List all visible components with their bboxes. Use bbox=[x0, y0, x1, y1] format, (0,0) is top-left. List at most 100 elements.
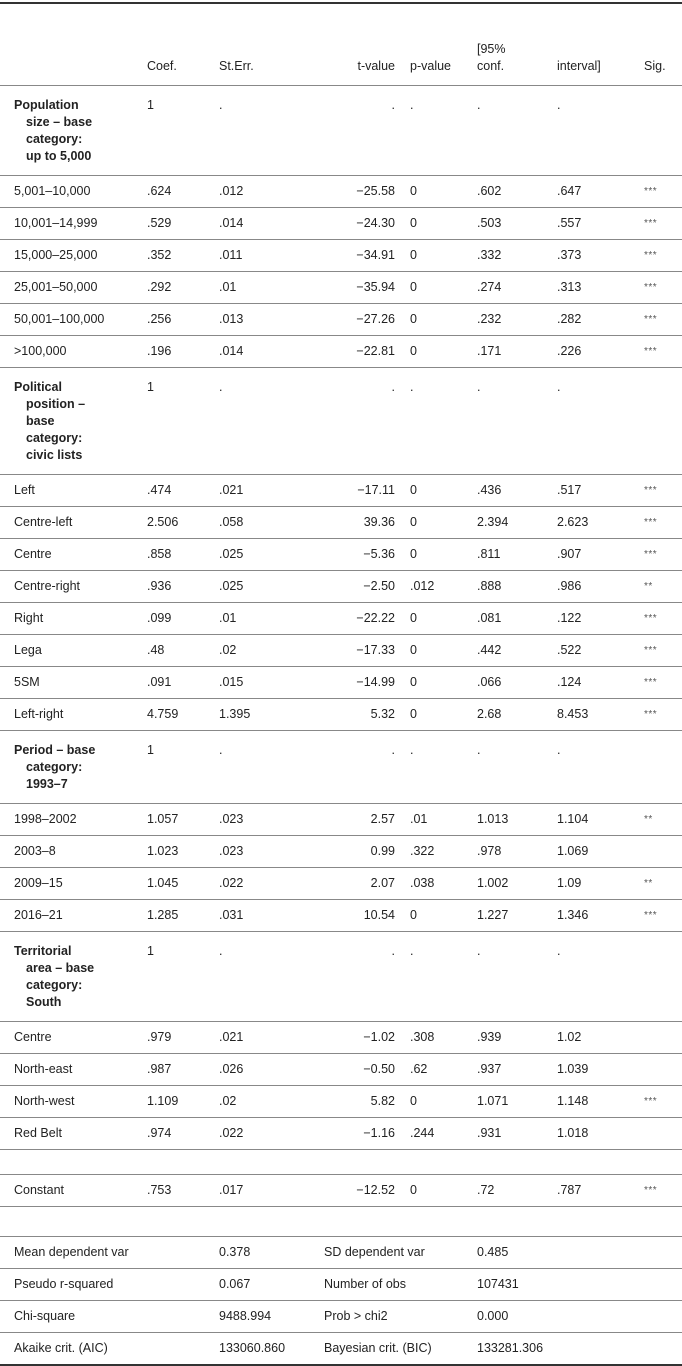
group-label-line: Population bbox=[14, 98, 79, 112]
stat-value: 0.067 bbox=[212, 1268, 300, 1301]
conf-high-cell: .986 bbox=[550, 570, 637, 603]
st-err-cell: 1.395 bbox=[212, 698, 300, 731]
row-label: Period – base category: 1993–7 bbox=[0, 730, 140, 804]
coef-cell: .352 bbox=[140, 239, 212, 272]
st-err-cell: . bbox=[212, 367, 300, 475]
t-value-cell: −22.81 bbox=[300, 335, 403, 368]
sig-cell: *** bbox=[637, 335, 682, 368]
coef-cell: .858 bbox=[140, 538, 212, 571]
conf-low-cell: 2.394 bbox=[470, 506, 550, 539]
coef-cell: .474 bbox=[140, 474, 212, 507]
conf-low-cell: .937 bbox=[470, 1053, 550, 1086]
stat-label: Pseudo r-squared bbox=[0, 1268, 212, 1301]
group-header-row: Territorial area – base category: South 1...… bbox=[0, 931, 682, 1022]
row-label: 15,000–25,000 bbox=[0, 239, 140, 272]
table-row: 10,001–14,999.529.014 −24.30 0.503.557 *** bbox=[0, 207, 682, 240]
sig-cell bbox=[637, 1117, 682, 1150]
group-label-line: category: bbox=[26, 760, 83, 774]
sig-cell: *** bbox=[637, 303, 682, 336]
spacer-row bbox=[0, 1149, 682, 1175]
table-row: North-east .987.026 −0.50.62.937 1.039 bbox=[0, 1053, 682, 1086]
sig-cell: *** bbox=[637, 271, 682, 304]
sig-cell: *** bbox=[637, 602, 682, 635]
row-label: 2016–21 bbox=[0, 899, 140, 932]
p-value-cell: 0 bbox=[403, 303, 470, 336]
header-row: Coef. St.Err. t-value p-value [95% conf. inte… bbox=[0, 3, 682, 86]
sig-cell: *** bbox=[637, 666, 682, 699]
sig-cell: *** bbox=[637, 1085, 682, 1118]
coef-cell: 4.759 bbox=[140, 698, 212, 731]
spacer-cell bbox=[0, 1149, 682, 1175]
st-err-cell: .012 bbox=[212, 175, 300, 208]
t-value-cell: . bbox=[300, 931, 403, 1022]
row-label: Left-right bbox=[0, 698, 140, 731]
st-err-cell: . bbox=[212, 85, 300, 176]
header-coef: Coef. bbox=[140, 3, 212, 86]
p-value-cell: . bbox=[403, 85, 470, 176]
table-row: 2009–15 1.045.022 2.07.038 1.002 1.09 ** bbox=[0, 867, 682, 900]
coef-cell: .624 bbox=[140, 175, 212, 208]
t-value-cell: 39.36 bbox=[300, 506, 403, 539]
table-row: 25,001–50,000.292.01 −35.94 0.274.313 *** bbox=[0, 271, 682, 304]
conf-low-cell: . bbox=[470, 85, 550, 176]
coef-cell: .974 bbox=[140, 1117, 212, 1150]
coef-cell: .529 bbox=[140, 207, 212, 240]
conf-high-cell: 1.104 bbox=[550, 803, 637, 836]
group-label-line: Period – base bbox=[14, 743, 96, 757]
conf-low-cell: .931 bbox=[470, 1117, 550, 1150]
t-value-cell: 2.57 bbox=[300, 803, 403, 836]
row-label: 10,001–14,999 bbox=[0, 207, 140, 240]
t-value-cell: −22.22 bbox=[300, 602, 403, 635]
p-value-cell: 0 bbox=[403, 506, 470, 539]
conf-high-cell: 1.346 bbox=[550, 899, 637, 932]
stats-row: Chi-square 9488.994 Prob > chi2 0.000 bbox=[0, 1300, 682, 1333]
conf-low-cell: .436 bbox=[470, 474, 550, 507]
conf-high-cell: . bbox=[550, 931, 637, 1022]
conf-low-cell: 2.68 bbox=[470, 698, 550, 731]
p-value-cell: 0 bbox=[403, 1174, 470, 1207]
conf-low-cell: 1.071 bbox=[470, 1085, 550, 1118]
conf-low-cell: 1.227 bbox=[470, 899, 550, 932]
st-err-cell: .058 bbox=[212, 506, 300, 539]
header-conf-low: [95% conf. bbox=[470, 3, 550, 86]
t-value-cell: 5.32 bbox=[300, 698, 403, 731]
conf-low-cell: .978 bbox=[470, 835, 550, 868]
row-label: >100,000 bbox=[0, 335, 140, 368]
t-value-cell: −2.50 bbox=[300, 570, 403, 603]
row-label: 5SM bbox=[0, 666, 140, 699]
t-value-cell: −1.16 bbox=[300, 1117, 403, 1150]
group-label-line: category: bbox=[26, 978, 83, 992]
conf-high-cell: .907 bbox=[550, 538, 637, 571]
t-value-cell: −34.91 bbox=[300, 239, 403, 272]
conf-high-cell: 1.09 bbox=[550, 867, 637, 900]
group-label-line: category: bbox=[26, 132, 83, 146]
st-err-cell: .021 bbox=[212, 1021, 300, 1054]
row-label: Right bbox=[0, 602, 140, 635]
p-value-cell: 0 bbox=[403, 474, 470, 507]
conf-high-cell: .787 bbox=[550, 1174, 637, 1207]
st-err-cell: .022 bbox=[212, 1117, 300, 1150]
stat-label: Akaike crit. (AIC) bbox=[0, 1332, 212, 1366]
t-value-cell: −27.26 bbox=[300, 303, 403, 336]
sig-cell bbox=[637, 1053, 682, 1086]
sig-cell: ** bbox=[637, 803, 682, 836]
table-row: Constant .753.017 −12.52 0.72.787 *** bbox=[0, 1174, 682, 1207]
coef-cell: 1 bbox=[140, 730, 212, 804]
table-row: 15,000–25,000.352.011 −34.91 0.332.373 *** bbox=[0, 239, 682, 272]
sig-cell bbox=[637, 931, 682, 1022]
sig-cell: *** bbox=[637, 474, 682, 507]
sig-cell: *** bbox=[637, 506, 682, 539]
p-value-cell: .01 bbox=[403, 803, 470, 836]
p-value-cell: 0 bbox=[403, 899, 470, 932]
stats-row: Pseudo r-squared 0.067 Number of obs 107431 bbox=[0, 1268, 682, 1301]
row-label: 2009–15 bbox=[0, 867, 140, 900]
group-label-line: Territorial bbox=[14, 944, 72, 958]
t-value-cell: 2.07 bbox=[300, 867, 403, 900]
table-row: 1998–2002 1.057.023 2.57.01 1.013 1.104 ** bbox=[0, 803, 682, 836]
st-err-cell: .023 bbox=[212, 835, 300, 868]
coef-cell: .091 bbox=[140, 666, 212, 699]
conf-high-cell: .522 bbox=[550, 634, 637, 667]
conf-high-cell: .124 bbox=[550, 666, 637, 699]
st-err-cell: . bbox=[212, 730, 300, 804]
p-value-cell: .62 bbox=[403, 1053, 470, 1086]
